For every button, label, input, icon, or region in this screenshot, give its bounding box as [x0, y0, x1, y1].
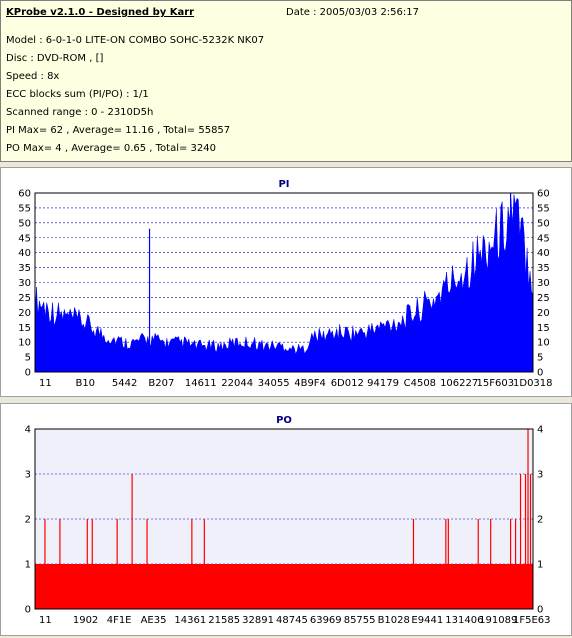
y-tick-label-right: 30 [537, 278, 550, 289]
model-line: Model : 6-0-1-0 LITE-ON COMBO SOHC-5232K… [6, 35, 265, 46]
y-tick-label-right: 4 [537, 425, 543, 436]
y-tick-label-right: 0 [537, 605, 543, 616]
x-tick-label: 131406 [445, 615, 483, 626]
y-tick-label-right: 15 [537, 323, 550, 334]
po-chart-panel: PO 0 0 1 1 2 2 3 3 4 4 11 1902 4F1E AE35 14361 21585 3289… [0, 403, 572, 636]
y-tick-label-left: 0 [25, 605, 31, 616]
x-tick-label: 15F603 [477, 378, 515, 389]
y-tick-label-left: 25 [18, 293, 31, 304]
x-tick-label: 14611 [185, 378, 217, 389]
y-tick-label-right: 3 [537, 470, 543, 481]
x-tick-label: 11 [39, 615, 52, 626]
x-tick-label: 106227 [440, 378, 478, 389]
y-tick-label-right: 55 [537, 203, 550, 214]
y-tick-label-left: 1 [25, 560, 31, 571]
po-stats-line: PO Max= 4 , Average= 0.65 , Total= 3240 [6, 143, 216, 154]
y-tick-label-left: 10 [18, 338, 31, 349]
x-tick-label: 4B9F4 [294, 378, 326, 389]
x-tick-label: 191089 [479, 615, 517, 626]
info-panel: KProbe v2.1.0 - Designed by Karr Date : … [0, 0, 572, 162]
x-tick-label: B207 [148, 378, 174, 389]
y-tick-label-left: 20 [18, 308, 31, 319]
x-tick-label: 94179 [367, 378, 399, 389]
y-tick-label-left: 30 [18, 278, 31, 289]
y-tick-label-left: 45 [18, 233, 31, 244]
x-tick-label: 14361 [174, 615, 206, 626]
range-line: Scanned range : 0 - 2310D5h [6, 107, 154, 118]
y-tick-label-left: 35 [18, 263, 31, 274]
y-tick-label-left: 15 [18, 323, 31, 334]
y-tick-label-left: 60 [18, 189, 31, 200]
y-tick-label-left: 50 [18, 218, 31, 229]
pi-series-area [34, 194, 534, 373]
po-chart: PO0 01 12 23 34 411 1902 4F1E AE35 14361 21585 3289… [25, 415, 551, 626]
y-tick-label-right: 45 [537, 233, 550, 244]
y-tick-label-left: 2 [25, 515, 31, 526]
y-tick-label-left: 4 [25, 425, 31, 436]
x-tick-label: 1F5E63 [513, 615, 551, 626]
y-tick-label-left: 5 [25, 353, 31, 364]
x-tick-label: E9441 [411, 615, 443, 626]
y-tick-label-left: 0 [25, 368, 31, 379]
x-tick-label: 21585 [208, 615, 240, 626]
x-tick-label: 63969 [310, 615, 342, 626]
y-tick-label-right: 20 [537, 308, 550, 319]
x-tick-label: 1D0318 [513, 378, 553, 389]
ecc-line: ECC blocks sum (PI/PO) : 1/1 [6, 89, 149, 100]
x-tick-label: 5442 [112, 378, 137, 389]
disc-line: Disc : DVD-ROM , [] [6, 53, 104, 64]
plot-frame [34, 192, 534, 373]
y-tick-label-right: 1 [537, 560, 543, 571]
y-tick-label-right: 5 [537, 353, 543, 364]
chart-title: PO [276, 415, 292, 426]
y-tick-label-right: 25 [537, 293, 550, 304]
x-tick-label: 34055 [258, 378, 290, 389]
y-tick-label-right: 50 [537, 218, 550, 229]
x-tick-label: 11 [39, 378, 52, 389]
po-baseline-fill [35, 564, 533, 609]
plot-frame [34, 428, 534, 610]
y-tick-label-right: 60 [537, 189, 550, 200]
x-tick-label: C4508 [404, 378, 436, 389]
x-tick-label: 32891 [242, 615, 274, 626]
x-tick-label: 1902 [73, 615, 98, 626]
y-tick-label-right: 2 [537, 515, 543, 526]
x-tick-label: 48745 [276, 615, 308, 626]
y-tick-label-left: 40 [18, 248, 31, 259]
chart-title: PI [278, 179, 289, 190]
x-tick-label: 6D012 [331, 378, 364, 389]
scan-date: Date : 2005/03/03 2:56:17 [286, 7, 419, 18]
pi-stats-line: PI Max= 62 , Average= 11.16 , Total= 558… [6, 125, 231, 136]
x-tick-label: 85755 [344, 615, 376, 626]
x-tick-label: B10 [75, 378, 95, 389]
y-tick-label-left: 55 [18, 203, 31, 214]
x-tick-label: 22044 [221, 378, 253, 389]
y-tick-label-right: 40 [537, 248, 550, 259]
y-tick-label-right: 10 [537, 338, 550, 349]
speed-line: Speed : 8x [6, 71, 60, 82]
x-tick-label: 4F1E [107, 615, 132, 626]
app-title: KProbe v2.1.0 - Designed by Karr [6, 7, 195, 18]
y-tick-label-right: 0 [537, 368, 543, 379]
y-tick-label-left: 3 [25, 470, 31, 481]
pi-chart-panel: PI 0 0 5 5 10 10 15 15 20 20 25 25 30 30 35 35 40 40 45 45 50… [0, 167, 572, 397]
y-tick-label-right: 35 [537, 263, 550, 274]
x-tick-label: AE35 [141, 615, 167, 626]
x-tick-label: B1028 [378, 615, 410, 626]
